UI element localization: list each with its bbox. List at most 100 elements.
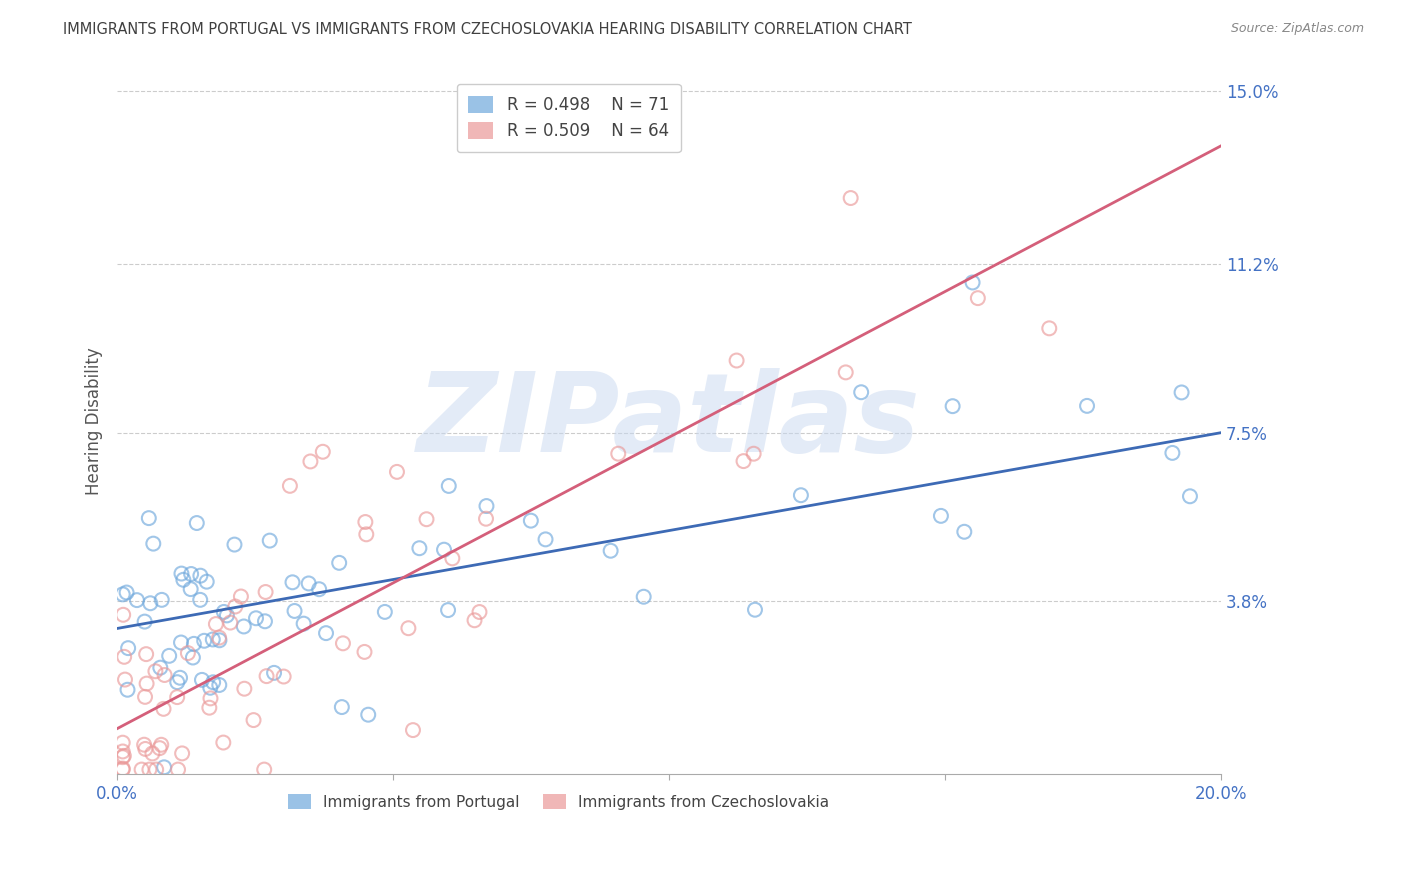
Point — [180, 567, 202, 582]
Point — [396, 621, 419, 635]
Point — [177, 646, 200, 660]
Text: IMMIGRANTS FROM PORTUGAL VS IMMIGRANTS FROM CZECHOSLOVAKIA HEARING DISABILITY CO: IMMIGRANTS FROM PORTUGAL VS IMMIGRANTS F… — [63, 22, 912, 37]
Y-axis label: Hearing Disability: Hearing Disability — [86, 348, 103, 495]
Point — [733, 454, 755, 468]
Point — [839, 191, 862, 205]
Point — [172, 747, 194, 761]
Point — [299, 454, 322, 468]
Point — [790, 488, 813, 502]
Point — [315, 626, 337, 640]
Point — [153, 668, 176, 682]
Point — [356, 527, 378, 541]
Point — [232, 619, 254, 633]
Point — [520, 514, 543, 528]
Point — [170, 566, 193, 581]
Point — [437, 479, 460, 493]
Point — [354, 515, 377, 529]
Point — [183, 637, 205, 651]
Point — [172, 573, 194, 587]
Point — [112, 748, 135, 763]
Point — [153, 760, 176, 774]
Point — [962, 276, 984, 290]
Point — [139, 596, 162, 610]
Point — [135, 647, 157, 661]
Point — [357, 707, 380, 722]
Point — [953, 524, 976, 539]
Point — [253, 763, 276, 777]
Point — [408, 541, 430, 556]
Point — [725, 353, 748, 368]
Point — [180, 582, 202, 596]
Point — [145, 763, 167, 777]
Point — [212, 735, 235, 749]
Point — [475, 499, 498, 513]
Point — [134, 738, 156, 752]
Point — [111, 762, 134, 776]
Point — [111, 763, 134, 777]
Point — [599, 543, 621, 558]
Point — [415, 512, 437, 526]
Point — [259, 533, 281, 548]
Point — [167, 763, 190, 777]
Point — [312, 444, 335, 458]
Point — [278, 479, 301, 493]
Point — [202, 675, 225, 690]
Point — [186, 516, 208, 530]
Point — [191, 673, 214, 687]
Point — [152, 702, 174, 716]
Point — [534, 533, 557, 547]
Point — [256, 669, 278, 683]
Point — [112, 649, 135, 664]
Point — [134, 690, 156, 704]
Point — [433, 542, 456, 557]
Point — [112, 607, 135, 622]
Point — [374, 605, 396, 619]
Point — [633, 590, 655, 604]
Point — [292, 616, 315, 631]
Point — [1076, 399, 1098, 413]
Point — [437, 603, 460, 617]
Point — [441, 551, 464, 566]
Point — [201, 632, 224, 647]
Point — [149, 661, 172, 675]
Point — [332, 636, 354, 650]
Point — [134, 615, 156, 629]
Point — [198, 700, 221, 714]
Point — [1038, 321, 1060, 335]
Point — [138, 763, 160, 777]
Point — [190, 568, 212, 582]
Point — [233, 681, 256, 696]
Point — [208, 631, 231, 645]
Point — [157, 648, 180, 663]
Point — [195, 574, 218, 589]
Point — [330, 700, 353, 714]
Point — [169, 671, 191, 685]
Point — [273, 669, 295, 683]
Point — [134, 742, 156, 756]
Text: ZIPatlas: ZIPatlas — [418, 368, 921, 475]
Point — [308, 582, 330, 597]
Point — [193, 633, 215, 648]
Point — [224, 599, 246, 614]
Point — [111, 736, 134, 750]
Point — [170, 635, 193, 649]
Point — [245, 611, 267, 625]
Point — [1161, 446, 1184, 460]
Point — [468, 605, 491, 619]
Point — [149, 741, 172, 756]
Point — [111, 750, 134, 764]
Point — [150, 592, 173, 607]
Point — [205, 617, 228, 632]
Point — [1170, 385, 1192, 400]
Point — [298, 576, 321, 591]
Point — [224, 538, 246, 552]
Point — [166, 690, 188, 705]
Point — [111, 744, 134, 758]
Point — [166, 675, 188, 690]
Point — [212, 605, 235, 619]
Point — [281, 575, 304, 590]
Point — [111, 587, 134, 601]
Point — [145, 665, 167, 679]
Point — [219, 615, 242, 630]
Point — [966, 291, 988, 305]
